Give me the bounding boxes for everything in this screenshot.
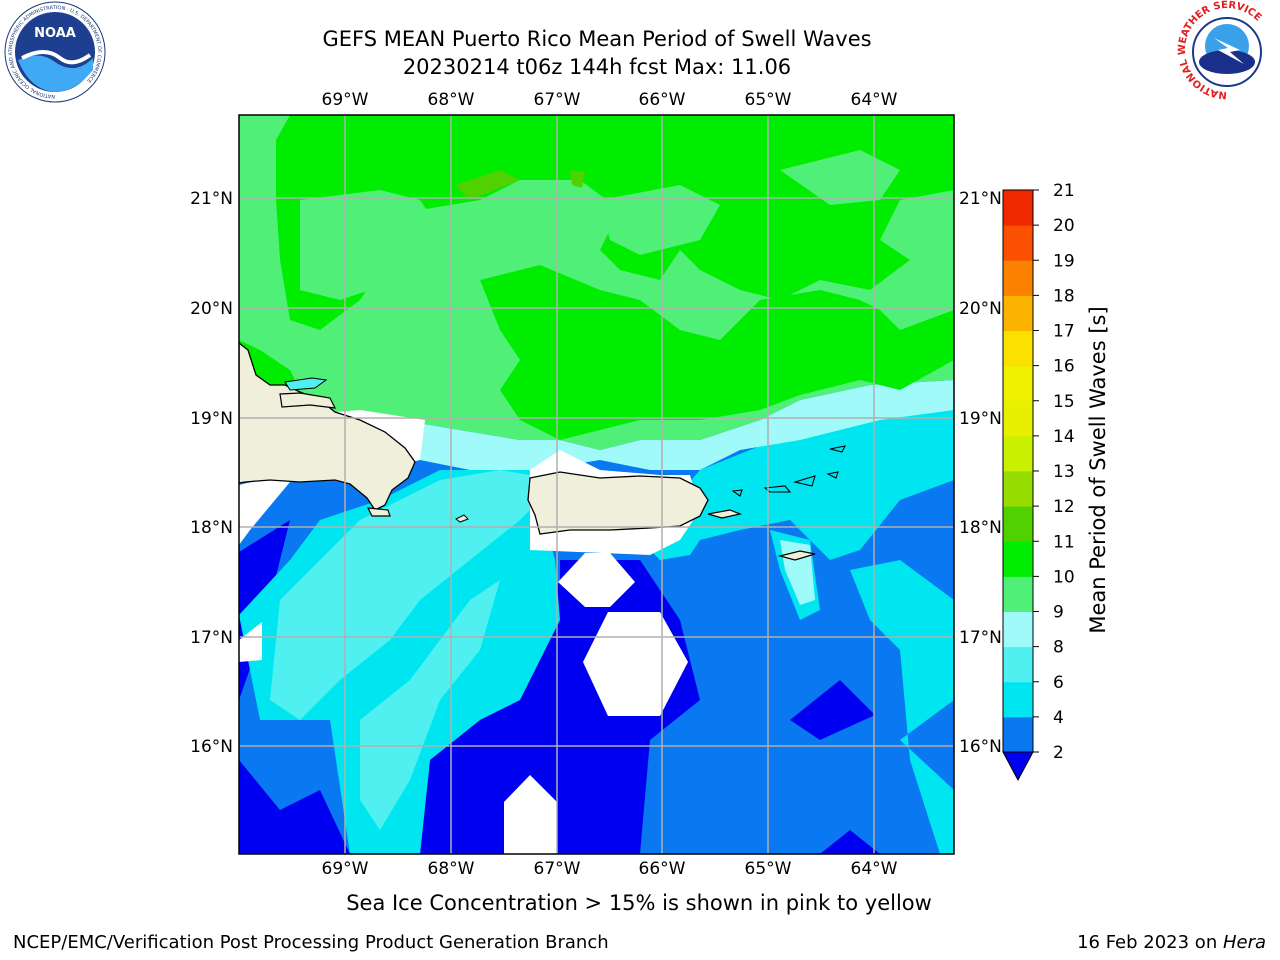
nws-logo: NATIONAL WEATHER SERVICE — [1177, 0, 1263, 100]
footer-host: Hera — [1222, 932, 1266, 953]
lat-label: 20°N — [959, 299, 1002, 319]
lon-labels-top: 69°W 68°W 67°W 66°W 65°W 64°W — [322, 90, 898, 110]
lon-label: 69°W — [322, 90, 369, 110]
colorbar-tick-label: 4 — [1053, 708, 1064, 728]
colorbar-segment — [1003, 541, 1033, 577]
map-frame — [238, 114, 955, 855]
lon-label: 67°W — [534, 90, 581, 110]
lat-label: 17°N — [959, 628, 1002, 648]
chart-subtitle: 20230214 t06z 144h fcst Max: 11.06 — [402, 55, 792, 79]
sea-ice-note: Sea Ice Concentration > 15% is shown in … — [346, 891, 932, 915]
colorbar-segment — [1003, 330, 1033, 367]
colorbar — [1002, 189, 1034, 782]
lon-label: 67°W — [534, 859, 581, 879]
colorbar-tick-label: 16 — [1053, 357, 1075, 377]
colorbar-segment — [1003, 506, 1033, 542]
colorbar-tick-label: 18 — [1053, 286, 1075, 306]
footer-date-text: 16 Feb 2023 on — [1077, 932, 1223, 953]
colorbar-segment — [1003, 400, 1033, 437]
colorbar-tick-label: 10 — [1053, 567, 1075, 587]
colorbar-segment — [1003, 471, 1033, 507]
colorbar-segment — [1003, 225, 1033, 261]
lat-label: 16°N — [959, 737, 1002, 757]
colorbar-segment — [1003, 295, 1033, 331]
lon-label: 65°W — [745, 859, 792, 879]
lon-label: 65°W — [745, 90, 792, 110]
colorbar-tick-label: 14 — [1053, 427, 1075, 447]
noaa-logo: NOAA NATIONAL OCEANIC AND ATMOSPHERIC AD… — [4, 1, 106, 103]
lat-labels-right: 21°N 20°N 19°N 18°N 17°N 16°N — [959, 189, 1002, 757]
lon-label: 66°W — [639, 90, 686, 110]
graticule — [239, 115, 954, 854]
footer-branch: NCEP/EMC/Verification Post Processing Pr… — [13, 932, 609, 953]
colorbar-tick-label: 21 — [1053, 181, 1075, 201]
colorbar-under-extension — [1002, 751, 1034, 782]
colorbar-segment — [1003, 576, 1033, 612]
colorbar-tick-label: 9 — [1053, 603, 1064, 623]
lat-label: 18°N — [959, 518, 1002, 538]
colorbar-ticks: 2 4 6 8 9 10 11 12 13 14 15 16 17 18 19 20 21 — [1033, 181, 1075, 763]
lon-labels-bottom: 69°W 68°W 67°W 66°W 65°W 64°W — [322, 859, 898, 879]
colorbar-segment — [1003, 716, 1033, 753]
colorbar-tick-label: 11 — [1053, 532, 1075, 552]
colorbar-segment — [1003, 190, 1033, 226]
colorbar-tick-label: 20 — [1053, 216, 1075, 236]
colorbar-segment — [1003, 365, 1033, 402]
lon-label: 68°W — [428, 859, 475, 879]
colorbar-tick-label: 12 — [1053, 497, 1075, 517]
lat-label: 19°N — [190, 409, 233, 429]
colorbar-tick-label: 6 — [1053, 673, 1064, 693]
lat-label: 17°N — [190, 628, 233, 648]
colorbar-label: Mean Period of Swell Waves [s] — [1086, 306, 1110, 633]
lon-label: 64°W — [851, 90, 898, 110]
chart-title: GEFS MEAN Puerto Rico Mean Period of Swe… — [322, 27, 872, 51]
colorbar-tick-label: 13 — [1053, 462, 1075, 482]
lat-label: 16°N — [190, 737, 233, 757]
lon-label: 69°W — [322, 859, 369, 879]
colorbar-segment — [1003, 260, 1033, 296]
colorbar-tick-label: 17 — [1053, 322, 1075, 342]
lon-label: 68°W — [428, 90, 475, 110]
lon-label: 66°W — [639, 859, 686, 879]
lat-label: 18°N — [190, 518, 233, 538]
lat-label: 19°N — [959, 409, 1002, 429]
lat-labels-left: 21°N 20°N 19°N 18°N 17°N 16°N — [190, 189, 233, 757]
colorbar-tick-label: 8 — [1053, 638, 1064, 658]
lat-label: 21°N — [959, 189, 1002, 209]
footer-date: 16 Feb 2023 on Hera — [1077, 932, 1266, 953]
colorbar-segment — [1003, 681, 1033, 718]
lon-label: 64°W — [851, 859, 898, 879]
colorbar-segment — [1003, 435, 1033, 472]
colorbar-segment — [1003, 611, 1033, 648]
lat-label: 20°N — [190, 299, 233, 319]
lat-label: 21°N — [190, 189, 233, 209]
colorbar-tick-label: 15 — [1053, 392, 1075, 412]
colorbar-tick-label: 19 — [1053, 251, 1075, 271]
contour-field — [239, 115, 954, 854]
colorbar-segment — [1003, 646, 1033, 683]
noaa-logo-text: NOAA — [34, 26, 76, 41]
colorbar-tick-label: 2 — [1053, 743, 1064, 763]
